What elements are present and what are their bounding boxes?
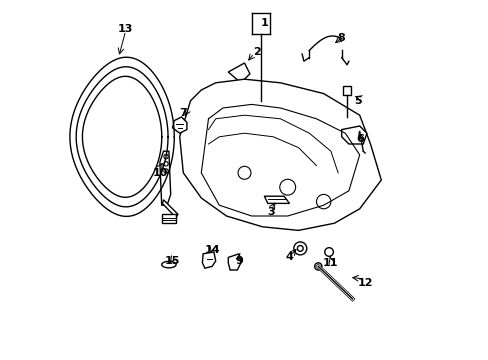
- Text: 2: 2: [253, 47, 261, 57]
- Polygon shape: [228, 63, 249, 83]
- Text: 1: 1: [260, 18, 267, 28]
- Bar: [162, 214, 176, 223]
- Text: 4: 4: [285, 252, 293, 262]
- Polygon shape: [172, 117, 186, 133]
- Polygon shape: [160, 151, 170, 205]
- Ellipse shape: [162, 261, 176, 268]
- Polygon shape: [228, 254, 241, 270]
- Circle shape: [163, 154, 168, 159]
- Circle shape: [316, 194, 330, 209]
- Text: 7: 7: [179, 108, 187, 118]
- Text: 8: 8: [337, 33, 345, 43]
- Text: 13: 13: [118, 24, 133, 34]
- Circle shape: [324, 248, 333, 256]
- Circle shape: [314, 263, 321, 270]
- Circle shape: [163, 169, 168, 173]
- Circle shape: [279, 179, 295, 195]
- Text: 6: 6: [355, 134, 363, 144]
- Polygon shape: [341, 126, 366, 144]
- Polygon shape: [264, 196, 289, 203]
- Bar: [343, 86, 350, 95]
- Text: 12: 12: [357, 278, 372, 288]
- Text: 14: 14: [204, 245, 220, 255]
- Circle shape: [293, 242, 306, 255]
- Text: 11: 11: [323, 258, 338, 268]
- Polygon shape: [162, 200, 178, 218]
- Text: 9: 9: [235, 256, 243, 266]
- Circle shape: [163, 162, 168, 166]
- Circle shape: [297, 246, 303, 251]
- Text: 5: 5: [353, 96, 361, 106]
- Text: 15: 15: [164, 256, 180, 266]
- Polygon shape: [202, 252, 215, 268]
- Polygon shape: [179, 79, 381, 230]
- Circle shape: [238, 166, 250, 179]
- Text: 10: 10: [152, 168, 167, 178]
- Text: 3: 3: [267, 207, 275, 217]
